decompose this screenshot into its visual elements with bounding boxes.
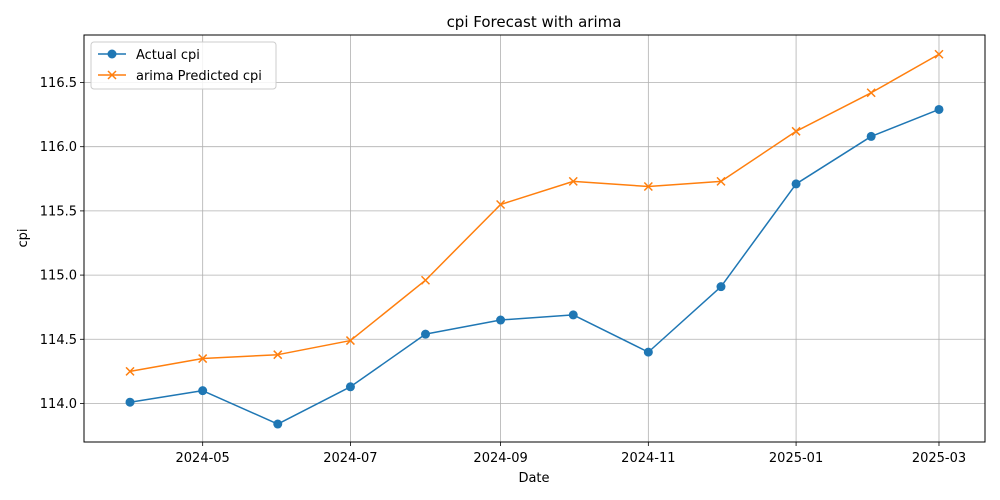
- data-point: [198, 386, 208, 396]
- x-tick-label: 2025-03: [912, 451, 966, 466]
- legend-box: [90, 41, 277, 90]
- series-0: [125, 104, 944, 429]
- series-layer: [125, 49, 944, 429]
- data-point: [345, 382, 355, 392]
- x-tick-label: 2025-01: [769, 451, 823, 466]
- y-axis: 114.0 114.5 115.0 115.5 116.0 116.5: [40, 76, 84, 412]
- data-point: [866, 88, 876, 98]
- y-axis-label: cpi: [16, 228, 31, 247]
- chart-title: cpi Forecast with arima: [447, 13, 622, 31]
- x-tick-label: 2024-11: [621, 451, 675, 466]
- data-point: [934, 104, 944, 114]
- series-1: [125, 49, 944, 376]
- data-point: [273, 350, 283, 360]
- series-line: [129, 53, 940, 373]
- data-point: [198, 354, 208, 364]
- data-point: [421, 329, 431, 339]
- data-point: [643, 347, 653, 357]
- data-point: [934, 49, 944, 59]
- legend-marker-actual: [107, 49, 117, 59]
- y-tick-label: 116.0: [40, 140, 77, 155]
- legend: Actual cpi arima Predicted cpi: [90, 41, 277, 90]
- grid: [84, 35, 985, 442]
- data-point: [716, 282, 726, 292]
- data-point: [568, 310, 578, 320]
- data-point: [125, 397, 135, 407]
- legend-label-predicted: arima Predicted cpi: [136, 69, 262, 84]
- y-tick-label: 115.5: [40, 204, 77, 219]
- data-point: [345, 336, 355, 346]
- data-point: [496, 199, 506, 210]
- data-point: [791, 126, 801, 136]
- legend-marker-predicted: [107, 70, 117, 80]
- data-point: [643, 181, 653, 192]
- data-point: [568, 176, 578, 186]
- y-tick-label: 116.5: [40, 76, 77, 91]
- y-tick-label: 115.0: [40, 269, 77, 284]
- x-axis: 2024-05 2024-07 2024-09 2024-11 2025-01 2025-…: [176, 442, 966, 466]
- y-tick-label: 114.0: [40, 397, 77, 412]
- series-line: [129, 108, 940, 425]
- data-point: [791, 179, 801, 189]
- data-point: [273, 419, 283, 429]
- data-point: [125, 366, 135, 376]
- data-point: [420, 275, 431, 285]
- x-tick-label: 2024-07: [323, 451, 377, 466]
- plot-frame: [83, 34, 986, 443]
- legend-label-actual: Actual cpi: [136, 48, 200, 63]
- y-tick-label: 114.5: [40, 333, 77, 348]
- data-point: [496, 315, 506, 325]
- x-tick-label: 2024-09: [473, 451, 527, 466]
- data-point: [866, 131, 876, 141]
- x-tick-label: 2024-05: [176, 451, 230, 466]
- x-axis-label: Date: [518, 471, 549, 486]
- data-point: [716, 176, 726, 186]
